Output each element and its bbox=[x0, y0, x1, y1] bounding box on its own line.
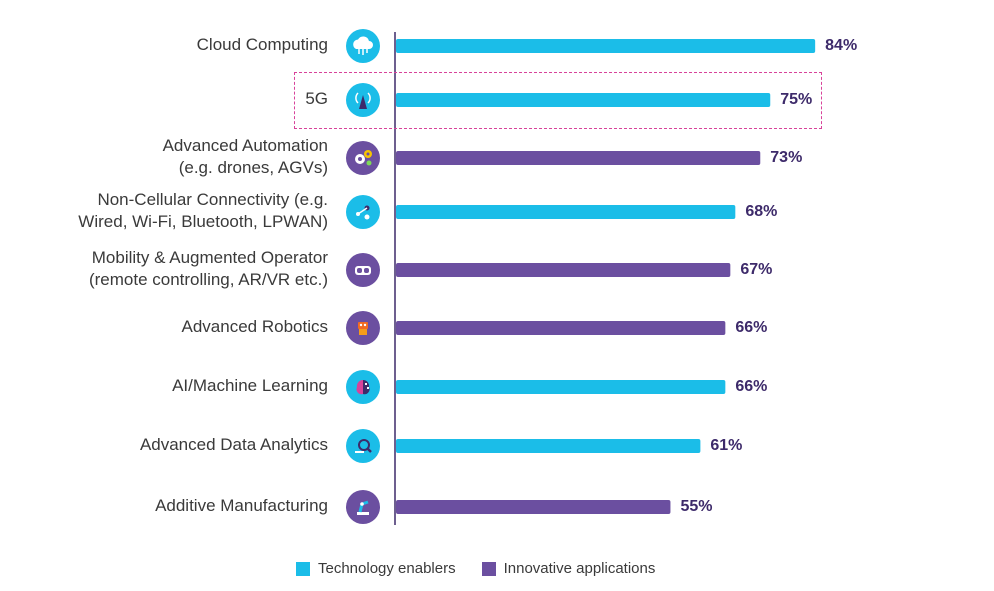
bar-1 bbox=[396, 93, 771, 107]
category-label-5-line-0: Advanced Robotics bbox=[181, 317, 328, 336]
bar-8 bbox=[396, 500, 671, 514]
category-label-8: Additive Manufacturing bbox=[8, 495, 328, 517]
category-label-0: Cloud Computing bbox=[8, 34, 328, 56]
value-label-4: 67% bbox=[740, 261, 773, 278]
category-label-7: Advanced Data Analytics bbox=[8, 434, 328, 456]
value-label-5: 66% bbox=[735, 319, 768, 336]
value-label-3: 68% bbox=[745, 203, 778, 220]
category-label-0-line-0: Cloud Computing bbox=[196, 35, 328, 54]
robot-arm-icon bbox=[346, 490, 380, 524]
category-label-5: Advanced Robotics bbox=[8, 316, 328, 338]
bar-4 bbox=[396, 263, 731, 277]
category-label-7-line-0: Advanced Data Analytics bbox=[139, 435, 328, 454]
legend-label-applications: Innovative applications bbox=[503, 560, 656, 577]
category-label-6-line-0: AI/Machine Learning bbox=[172, 376, 328, 395]
category-label-4-line-0: Mobility & Augmented Operator bbox=[91, 248, 328, 267]
value-label-2: 73% bbox=[770, 149, 803, 166]
highlight-box bbox=[294, 72, 822, 129]
category-label-8-line-0: Additive Manufacturing bbox=[155, 496, 328, 515]
bar-5 bbox=[396, 321, 726, 335]
magnifier-data-icon bbox=[346, 429, 380, 463]
bar-6 bbox=[396, 380, 726, 394]
legend: Technology enablers Innovative applicati… bbox=[296, 560, 681, 577]
value-label-6: 66% bbox=[735, 378, 768, 395]
legend-item-applications: Innovative applications bbox=[481, 560, 656, 577]
category-label-2-line-1: (e.g. drones, AGVs) bbox=[178, 158, 328, 177]
bar-2 bbox=[396, 151, 761, 165]
value-label-1: 75% bbox=[780, 91, 813, 108]
vr-headset-icon bbox=[346, 253, 380, 287]
legend-item-enablers: Technology enablers bbox=[296, 560, 456, 577]
category-label-3-line-1: Wired, Wi-Fi, Bluetooth, LPWAN) bbox=[78, 212, 328, 231]
network-icon bbox=[346, 195, 380, 229]
category-label-2: Advanced Automation (e.g. drones, AGVs) bbox=[8, 135, 328, 179]
value-label-0: 84% bbox=[825, 37, 858, 54]
gears-icon bbox=[346, 141, 380, 175]
category-label-4-line-1: (remote controlling, AR/VR etc.) bbox=[88, 270, 328, 289]
legend-swatch-enablers bbox=[296, 561, 310, 576]
brain-icon bbox=[346, 370, 380, 404]
bar-3 bbox=[396, 205, 736, 219]
category-label-4: Mobility & Augmented Operator (remote con… bbox=[8, 247, 328, 291]
antenna-icon bbox=[346, 83, 380, 117]
cloud-icon bbox=[346, 29, 380, 63]
bar-7 bbox=[396, 439, 701, 453]
category-label-6: AI/Machine Learning bbox=[8, 375, 328, 397]
legend-label-enablers: Technology enablers bbox=[318, 560, 456, 577]
category-label-1-line-0: 5G bbox=[305, 89, 328, 108]
category-label-3: Non-Cellular Connectivity (e.g. Wired, Wi… bbox=[8, 189, 328, 233]
category-label-1: 5G bbox=[8, 88, 328, 110]
robot-icon bbox=[346, 311, 380, 345]
value-label-7: 61% bbox=[710, 437, 743, 454]
category-label-2-line-0: Advanced Automation bbox=[162, 136, 328, 155]
bar-0 bbox=[396, 39, 816, 53]
legend-swatch-applications bbox=[481, 561, 496, 576]
category-label-3-line-0: Non-Cellular Connectivity (e.g. bbox=[97, 190, 328, 209]
value-label-8: 55% bbox=[680, 498, 713, 515]
